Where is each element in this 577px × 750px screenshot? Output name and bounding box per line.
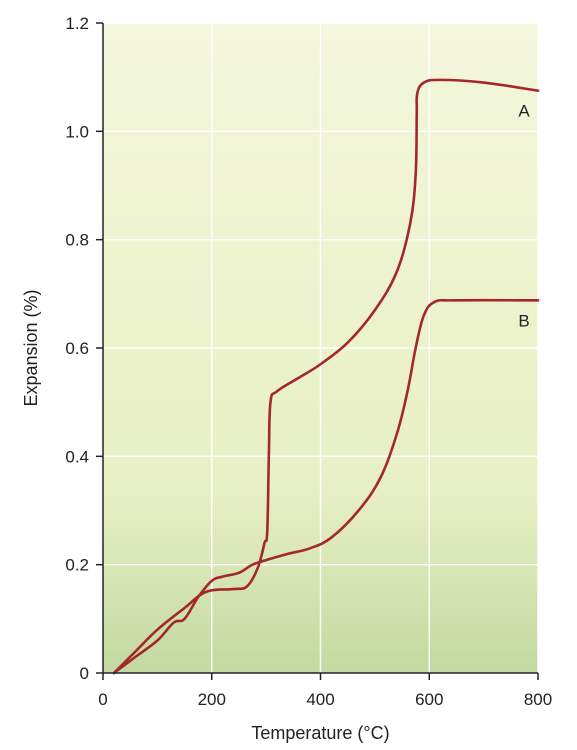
y-tick-label: 0.6: [65, 339, 89, 358]
axes: [96, 22, 539, 680]
y-axis-title: Expansion (%): [21, 289, 41, 406]
y-tick-label: 0.4: [65, 447, 89, 466]
grid-lines: [103, 22, 539, 673]
series-label-b: B: [518, 311, 529, 330]
y-tick-label: 0.8: [65, 231, 89, 250]
x-tick-label: 200: [198, 690, 226, 709]
x-axis-title: Temperature (°C): [251, 723, 389, 743]
x-tick-label: 400: [306, 690, 334, 709]
x-tick-label: 800: [524, 690, 552, 709]
tick-labels: 0 0.2 0.4 0.6 0.8 1.0 1.2 0 200 400 600 800: [65, 14, 552, 709]
series-line-a: [112, 78, 540, 675]
y-tick-label: 1.2: [65, 14, 89, 33]
series-label-a: A: [518, 102, 530, 121]
y-tick-label: 0: [80, 664, 89, 683]
x-tick-label: 600: [415, 690, 443, 709]
series-line-b: [112, 298, 540, 675]
x-tick-label: 0: [98, 690, 107, 709]
series-lines: AB: [112, 78, 540, 675]
y-tick-label: 1.0: [65, 122, 89, 141]
y-tick-label: 0.2: [65, 556, 89, 575]
